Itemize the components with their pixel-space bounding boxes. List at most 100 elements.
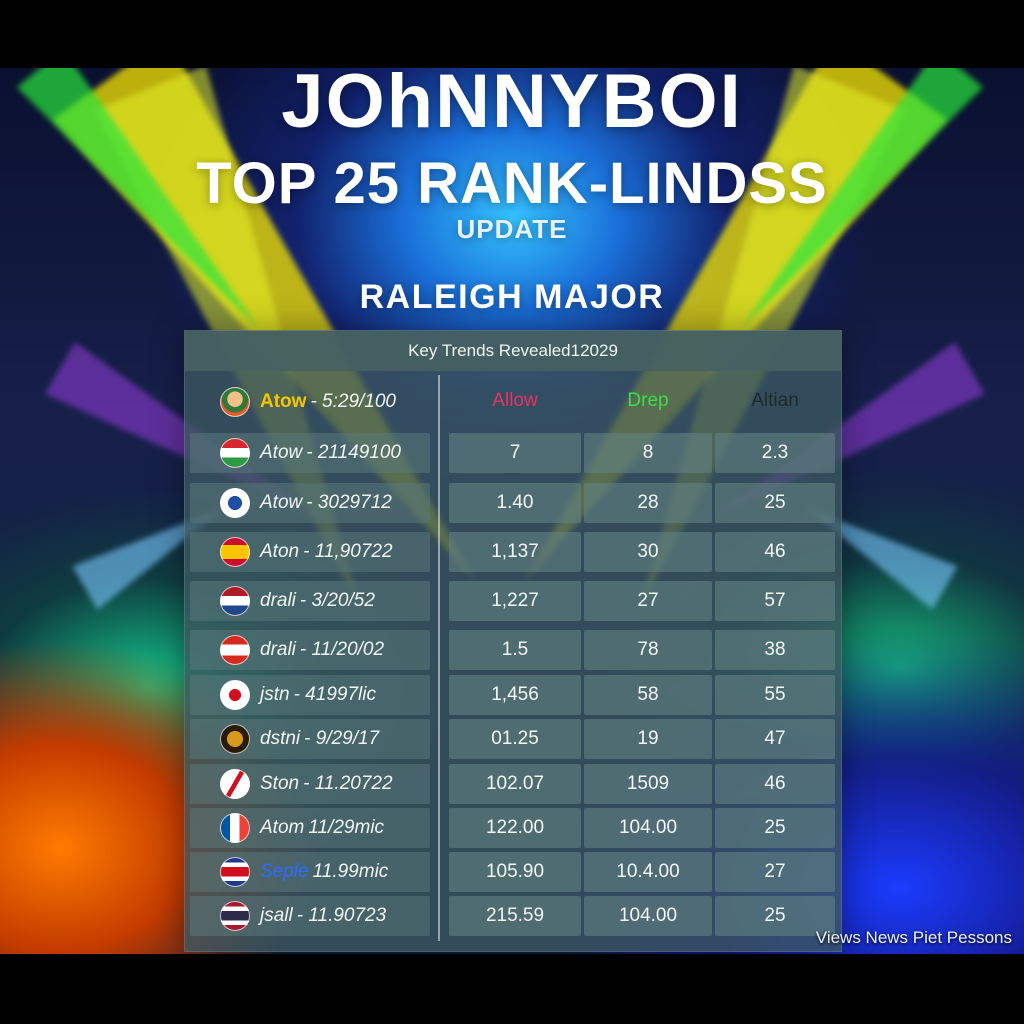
allow-value: 1,456 [449,675,581,715]
altian-value: 25 [715,483,835,523]
player-tag: Atow [260,391,307,412]
altian-value: 38 [715,630,835,670]
player-tag: Atow [260,442,303,463]
altian-value: 27 [715,852,835,892]
table-row: Atow - 21149100 7 8 2.3 [184,433,840,473]
table-row: Ston - 11.20722 102.07 1509 46 [184,764,840,804]
player-cell: Atow - 3029712 [190,483,430,523]
drep-value: 10.4.00 [584,852,712,892]
player-tag: Atom [260,817,305,838]
column-header-allow: Allow [492,390,538,411]
player-cell: Ston - 11.20722 [190,764,430,804]
player-tag: Seple [260,861,309,882]
red-cross-icon [220,680,250,710]
allow-value: 215.59 [449,896,581,936]
table-row: Seple 11.99mic 105.90 10.4.00 27 [184,852,840,892]
gold-emblem-icon [220,724,250,754]
allow-value: 1,227 [449,581,581,621]
drep-value: 8 [584,433,712,473]
player-name: drali - 3/20/52 [260,590,375,612]
table-row: Atom 11/29mic 122.00 104.00 25 [184,808,840,848]
table-row: jstn - 41997lic 1,456 58 55 [184,675,840,715]
red-slash-icon [220,769,250,799]
player-code: - 11.20722 [303,773,393,794]
player-tag: drali [260,590,296,611]
player-name: Atow - 5:29/100 [260,391,396,413]
page-title: JOhNNYBOI [281,59,743,144]
player-tag: dstni [260,728,301,749]
player-code: - 41997lic [293,684,376,705]
player-name: Seple 11.99mic [260,861,388,883]
france-flag-icon [220,813,250,843]
costa-rica-flag-icon [220,857,250,887]
altian-value: 25 [715,808,835,848]
player-cell: dstni - 9/29/17 [190,719,430,759]
drep-value: 1509 [584,764,712,804]
page-subtitle: TOP 25 RANK-LINDSS [196,151,828,216]
emblem-icon [220,488,250,518]
player-name: jstn - 41997lic [260,684,376,706]
table-row: jsall - 11.90723 215.59 104.00 25 [184,896,840,936]
allow-value: 105.90 [449,852,581,892]
player-code: - 3/20/52 [299,590,375,611]
player-code: 11/29mic [308,817,385,838]
player-name: Aton - 11,90722 [260,541,393,563]
column-divider [438,375,440,941]
allow-value: 1.40 [449,483,581,523]
altian-value: 2.3 [715,433,835,473]
table-row: dstni - 9/29/17 01.25 19 47 [184,719,840,759]
player-code: 11.99mic [312,861,389,882]
crest-flag-icon [220,635,250,665]
drep-value: 104.00 [584,896,712,936]
player-cell: Atow - 21149100 [190,433,430,473]
player-name: Atom 11/29mic [260,817,384,839]
allow-value: 1,137 [449,532,581,572]
drep-value: 104.00 [584,808,712,848]
table-row: Aton - 11,90722 1,137 30 46 [184,532,840,572]
player-name: drali - 11/20/02 [260,639,384,661]
column-header-altian: Altian [751,390,799,411]
table-row: Atow - 5:29/100 [184,382,840,422]
player-code: - 9/29/17 [304,728,380,749]
player-name: jsall - 11.90723 [260,905,386,927]
player-name: Atow - 21149100 [260,442,401,464]
altian-value: 46 [715,764,835,804]
drep-value: 58 [584,675,712,715]
player-cell: jsall - 11.90723 [190,896,430,936]
altian-value: 25 [715,896,835,936]
player-cell: Seple 11.99mic [190,852,430,892]
altian-value: 57 [715,581,835,621]
player-cell: jstn - 41997lic [190,675,430,715]
table-row: Atow - 3029712 1.40 28 25 [184,483,840,523]
player-cell: drali - 3/20/52 [190,581,430,621]
event-title: RALEIGH MAJOR [359,278,665,316]
player-code: - 3029712 [306,492,392,513]
player-tag: jstn [260,684,290,705]
player-code: - 5:29/100 [310,391,397,412]
update-label: UPDATE [456,214,568,244]
drep-value: 30 [584,532,712,572]
board-heading: Key Trends Revealed12029 [185,331,841,371]
allow-value: 122.00 [449,808,581,848]
player-cell: Atom 11/29mic [190,808,430,848]
player-tag: Ston [260,773,300,794]
table-row: drali - 11/20/02 1.5 78 38 [184,630,840,670]
hungary-flag-icon [220,438,250,468]
player-name: dstni - 9/29/17 [260,728,379,750]
player-cell: drali - 11/20/02 [190,630,430,670]
player-code: - 21149100 [306,442,401,463]
player-code: - 11,90722 [303,541,393,562]
allow-value: 01.25 [449,719,581,759]
avatar-icon [220,387,250,417]
drep-value: 19 [584,719,712,759]
altian-value: 55 [715,675,835,715]
allow-value: 7 [449,433,581,473]
player-tag: Atow [260,492,303,513]
player-code: - 11/20/02 [299,639,385,660]
altian-value: 46 [715,532,835,572]
player-code: - 11.90723 [296,905,387,926]
spain-flag-icon [220,537,250,567]
drep-value: 28 [584,483,712,523]
player-name: Atow - 3029712 [260,492,392,514]
player-cell: Atow - 5:29/100 [190,382,430,422]
